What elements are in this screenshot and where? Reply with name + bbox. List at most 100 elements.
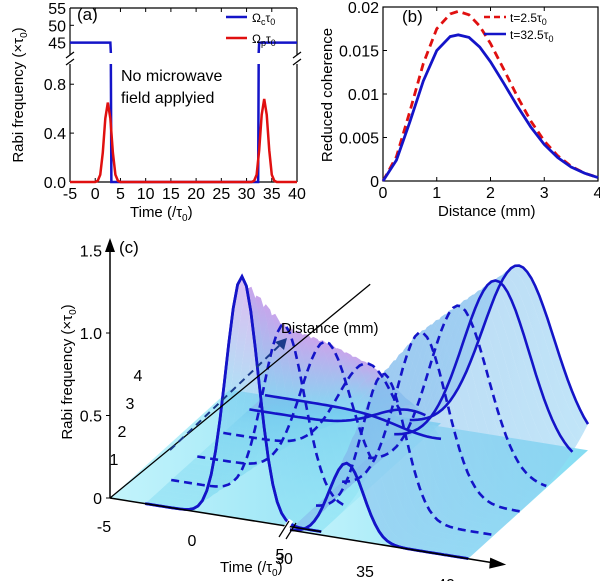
panel-a-label: (a)	[77, 5, 98, 24]
panel-b: 0 1 2 3 4 0 0.005 0.01 0.015 0.02 (b) Distance (m…	[319, 0, 600, 220]
time-axis-break	[278, 518, 294, 538]
legend-t325-label: t=32.5τ0	[510, 28, 553, 44]
x-tick-label: 25	[212, 186, 230, 203]
y-tick-label: 0.0	[44, 175, 66, 192]
y-tick-label: 0	[93, 491, 102, 508]
x-tick-label: 5	[276, 547, 285, 564]
surface-second-pulse	[300, 412, 484, 550]
surface-second-pulse	[334, 335, 519, 518]
panel-c-label: (c)	[119, 238, 139, 257]
surface-second-pulse	[310, 378, 494, 541]
z-tick-label: 1	[110, 452, 119, 469]
surface-second-pulse	[319, 359, 504, 532]
slice-curve-second-d3	[368, 304, 547, 488]
panel-b-legend: t=2.5τ0 t=32.5τ0	[484, 11, 553, 44]
y-tick-label: 55	[48, 1, 66, 18]
surface-first-pulse	[170, 323, 352, 508]
slice-curve-first-d4	[249, 408, 426, 423]
series-t25-line	[381, 9, 599, 182]
y-tick-label: 0.015	[339, 44, 379, 61]
x-tick-label: 40	[288, 186, 306, 203]
panel-b-plot: 0 1 2 3 4 0 0.005 0.01 0.015 0.02	[339, 0, 600, 202]
x-tick-label: 10	[137, 186, 155, 203]
surface-first-pulse	[190, 336, 372, 478]
time-axis-second	[289, 529, 499, 565]
distance-axis-arrow	[275, 338, 287, 350]
surface-second-pulse	[349, 319, 534, 505]
slice-curve-second-d2	[342, 331, 521, 513]
back-curve-first	[264, 393, 442, 441]
time-axis-break-line	[278, 520, 290, 538]
x-tick-label: 20	[187, 186, 205, 203]
y-tick-label: 0.4	[44, 126, 66, 143]
panel-a-annotation-line1: No microwave	[121, 68, 222, 85]
y-tick-label: 0.005	[339, 131, 379, 148]
x-tick-label: 0	[379, 185, 388, 202]
y-tick-label: 0.02	[348, 0, 379, 17]
x-tick-label: 1	[432, 185, 441, 202]
x-tick-label: 30	[238, 186, 256, 203]
panel-b-label: (b)	[402, 7, 423, 26]
x-tick-label: 0	[188, 533, 197, 550]
surface-first-pulse	[180, 330, 362, 495]
x-tick-label: 5	[116, 186, 125, 203]
series-t325-line	[381, 33, 599, 182]
surface-first-pulse	[155, 295, 337, 523]
back-curve-second	[409, 264, 590, 425]
surface-second-pulse	[369, 299, 553, 485]
y-tick-label: 1.5	[80, 244, 102, 261]
y-tick-label: 0	[370, 174, 379, 191]
distance-axis-guide	[169, 342, 283, 451]
surface-second-pulse	[389, 279, 573, 459]
y-tick-label: 0.8	[44, 77, 66, 94]
slice-curve-first-d1	[170, 324, 348, 508]
y-tick-label: 0.01	[348, 87, 379, 104]
surface-second-pulse	[379, 289, 563, 473]
axis-break-mark	[65, 51, 75, 59]
surface-first-pulse	[165, 313, 347, 513]
distance-axis	[109, 283, 371, 499]
x-tick-label: -5	[63, 186, 77, 203]
series-omega-p-line	[70, 98, 297, 184]
surface-second-pulse	[359, 308, 544, 495]
x-tick-label: -5	[97, 519, 111, 536]
surface-second-pulse	[404, 265, 588, 434]
y-tick-label: 0.5	[80, 409, 102, 426]
panel-b-y-axis-label: Reduced coherence	[319, 28, 336, 162]
surface-first-pulse	[150, 286, 332, 528]
x-tick-label: 35	[263, 186, 281, 203]
surface-second-pulse	[324, 351, 509, 527]
x-tick-label: 15	[162, 186, 180, 203]
x-tick-label: 4	[594, 185, 600, 202]
slice-curve-first-d3	[223, 362, 401, 443]
x-tick-label: 30	[275, 551, 293, 568]
panel-c-x-axis-label: Time (/τ0)	[220, 559, 283, 579]
surface-second-pulse	[374, 294, 558, 479]
x-tick-label: 35	[356, 564, 374, 581]
z-tick-label: 3	[126, 396, 135, 413]
x-tick-label: 3	[540, 185, 549, 202]
time-axis-arrow	[489, 557, 507, 569]
panel-c-axes: 0 0.5 1.0 1.5 -5 0 530 35 40 1 2 3 4	[80, 238, 507, 581]
surface-second-pulse	[384, 284, 568, 466]
legend-omega-c-label: Ωcτ0	[252, 11, 275, 27]
panel-a-x-axis-label: Time (/τ0)	[130, 204, 193, 224]
amplitude-axis-arrow	[105, 238, 115, 252]
surface-second-pulse	[305, 394, 489, 546]
axis-break-mark	[65, 58, 75, 66]
y-tick-label: 50	[48, 18, 66, 35]
z-tick-label: 2	[118, 424, 127, 441]
surface-second-pulse	[329, 343, 514, 523]
x-tick-label: 2	[486, 185, 495, 202]
y-tick-label: 45	[48, 36, 66, 53]
axis-break-mark	[292, 58, 302, 66]
z-tick-label: 4	[134, 368, 143, 385]
panel-c: 0 0.5 1.0 1.5 -5 0 530 35 40 1 2 3 4 (c) Distance (m…	[59, 238, 590, 581]
x-tick-label: 40	[437, 577, 455, 581]
panel-c-surface	[110, 264, 590, 560]
legend-t25-label: t=2.5τ0	[510, 11, 547, 27]
time-axis-break-line	[285, 522, 297, 540]
